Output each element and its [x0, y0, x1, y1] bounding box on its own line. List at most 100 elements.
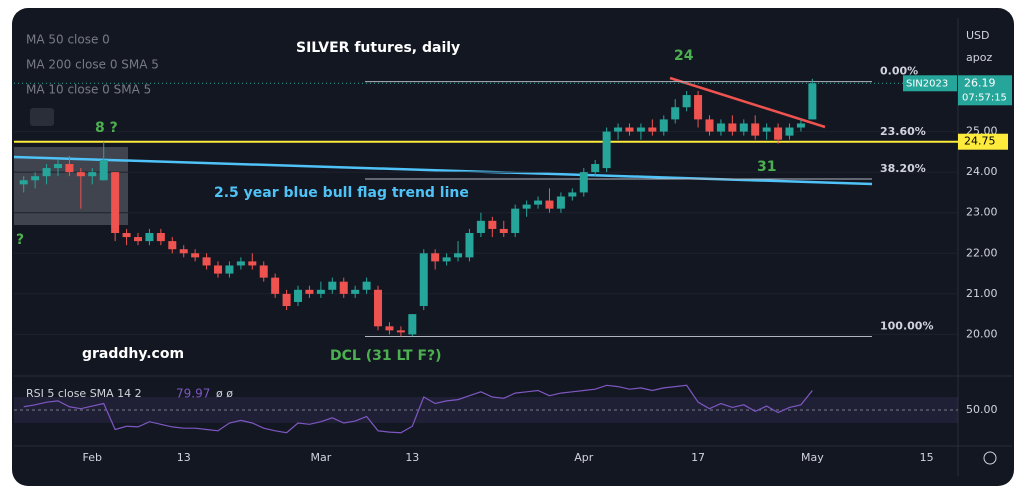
rsi-extra: ø ø [216, 387, 233, 400]
annotation: 31 [757, 159, 776, 175]
candle-body [31, 176, 40, 181]
candle-body [225, 265, 234, 274]
x-tick-label: May [801, 451, 824, 464]
candle-body [774, 127, 783, 140]
candle-body [728, 123, 737, 132]
candle-body [442, 257, 451, 262]
candle-body [191, 253, 200, 258]
candle-body [636, 127, 645, 132]
candle-body [522, 204, 531, 209]
countdown: 07:57:15 [962, 92, 1007, 103]
fib-label: 100.00% [880, 319, 933, 332]
candle-body [591, 164, 600, 173]
rsi-line [23, 384, 813, 434]
candle-body [65, 164, 74, 173]
x-tick-label: Apr [574, 451, 594, 464]
candle-body [88, 172, 97, 177]
candle-body [351, 289, 360, 294]
price-tag-label: 24.75 [964, 135, 996, 148]
candle-body [179, 249, 188, 254]
indicator-label: MA 200 close 0 SMA 5 [26, 58, 159, 72]
fib-label: 23.60% [880, 125, 926, 138]
candle-body [236, 261, 245, 266]
trend-line [13, 155, 873, 186]
candle-body [202, 257, 211, 266]
indicator-label: MA 50 close 0 [26, 33, 110, 47]
candle-body [53, 164, 62, 169]
settings-icon[interactable] [983, 451, 997, 465]
candle-body [511, 208, 520, 233]
fib-label: 0.00% [880, 65, 918, 78]
x-tick-label: 13 [177, 451, 191, 464]
candle-body [271, 277, 280, 294]
candle-body [42, 168, 51, 177]
price-tag [958, 133, 1008, 150]
candle-body [545, 200, 554, 209]
candle-body [328, 281, 337, 290]
frame [12, 8, 1014, 486]
symbol-tag [903, 75, 957, 92]
x-tick-label: Mar [310, 451, 331, 464]
candle-body [431, 253, 440, 262]
candle-body [419, 253, 428, 307]
currency[interactable]: USD [966, 29, 990, 42]
y-tick-label: 23.00 [966, 206, 998, 219]
candle-body [465, 233, 474, 258]
annotation: ? [16, 232, 24, 248]
price-tag-label: 26.19 [964, 76, 996, 89]
candle-body [374, 289, 383, 327]
candle-body [534, 200, 543, 205]
annotation: DCL (31 LT F?) [330, 348, 442, 364]
candle-body [568, 192, 577, 197]
y-tick-label: 21.00 [966, 287, 998, 300]
x-tick-label: Feb [83, 451, 102, 464]
chart-title: SILVER futures, daily [296, 40, 460, 56]
candle-body [76, 172, 85, 177]
marks [14, 78, 958, 434]
candle-body [99, 159, 108, 181]
price-tag [958, 75, 1012, 106]
candle-body [785, 127, 794, 136]
annotation: graddhy.com [82, 346, 184, 362]
candle-body [111, 172, 120, 233]
candle-body [625, 127, 634, 132]
indicator-label: MA 10 close 0 SMA 5 [26, 83, 151, 97]
candle-body [488, 220, 497, 229]
candle-body [579, 172, 588, 193]
candle-body [134, 237, 142, 242]
candle-body [248, 261, 257, 266]
candle-body [808, 83, 817, 120]
scale-mode[interactable]: apoz [966, 51, 992, 64]
candle-body [294, 289, 303, 302]
candle-body [796, 123, 805, 128]
candle-body [556, 196, 565, 209]
candle-body [705, 119, 714, 132]
candle-body [648, 127, 657, 132]
candle-body [716, 123, 725, 132]
x-tick-label: 15 [920, 451, 934, 464]
candle-body [168, 241, 177, 250]
annotation: 8 ? [95, 120, 118, 136]
candle-body [156, 233, 165, 242]
y-tick-label: 20.00 [966, 327, 998, 340]
candle-body [214, 265, 223, 274]
candle-body [122, 233, 131, 238]
candle-body [671, 107, 680, 120]
candle-body [751, 123, 760, 136]
x-tick-label: 13 [405, 451, 419, 464]
collapse-button[interactable] [30, 108, 54, 126]
candle-body [499, 228, 508, 233]
symbol-label: SIN2023 [906, 78, 948, 89]
candle-body [659, 119, 668, 132]
trend-line [669, 76, 826, 129]
candle-body [396, 330, 405, 333]
candle-body [145, 233, 154, 242]
candle-body [476, 220, 485, 233]
candle-body [454, 253, 463, 258]
y-tick-label: 24.00 [966, 165, 998, 178]
candle-body [259, 265, 268, 278]
candle-body [385, 326, 394, 331]
candle-body [282, 293, 291, 307]
rsi-tick-label: 50.00 [966, 403, 998, 416]
